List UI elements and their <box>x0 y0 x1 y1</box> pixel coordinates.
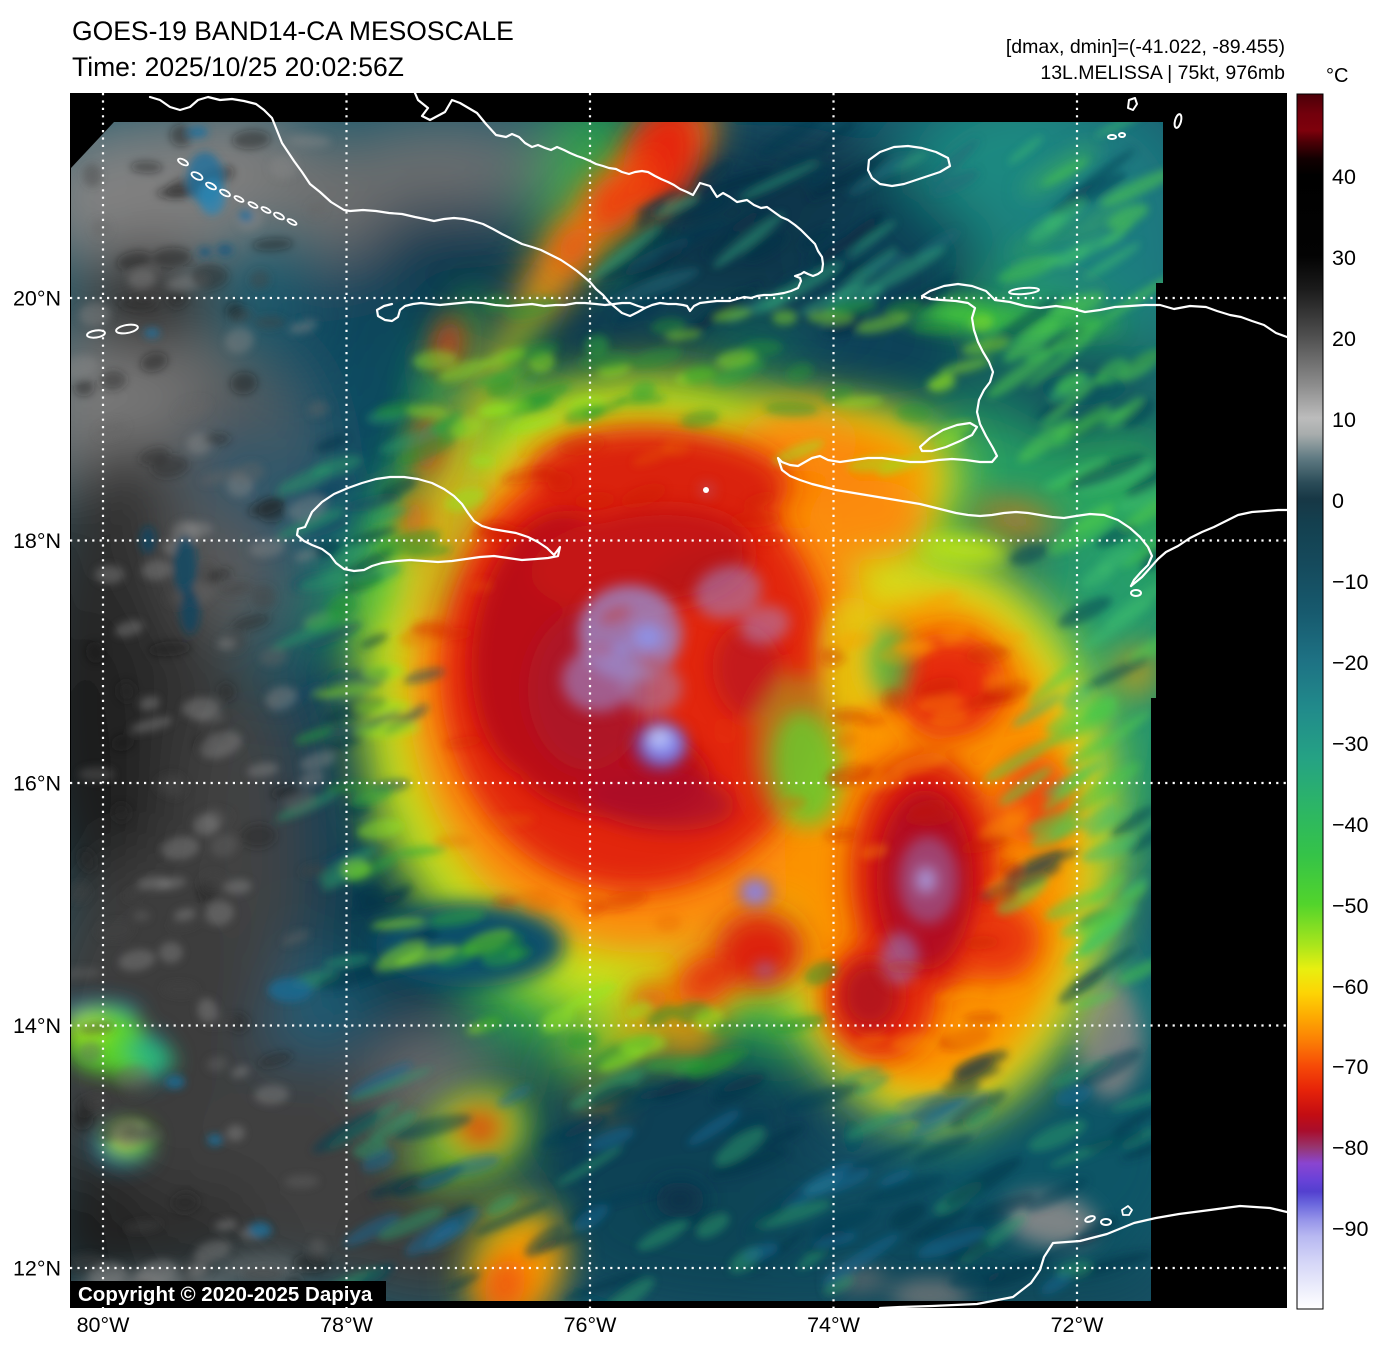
svg-text:13L.MELISSA | 75kt, 976mb: 13L.MELISSA | 75kt, 976mb <box>1040 62 1285 84</box>
svg-text:−40: −40 <box>1332 813 1369 837</box>
svg-text:−90: −90 <box>1332 1217 1369 1241</box>
svg-text:40: 40 <box>1332 165 1356 189</box>
svg-text:Copyright © 2020-2025 Dapiya: Copyright © 2020-2025 Dapiya <box>78 1283 373 1306</box>
svg-text:°C: °C <box>1326 65 1348 87</box>
svg-text:0: 0 <box>1332 489 1344 513</box>
svg-text:−50: −50 <box>1332 894 1369 918</box>
svg-text:GOES-19 BAND14-CA MESOSCALE: GOES-19 BAND14-CA MESOSCALE <box>72 16 514 46</box>
svg-text:10: 10 <box>1332 408 1356 432</box>
svg-text:20: 20 <box>1332 327 1356 351</box>
svg-text:80°W: 80°W <box>77 1313 131 1337</box>
svg-text:76°W: 76°W <box>564 1313 618 1337</box>
svg-text:−70: −70 <box>1332 1055 1369 1079</box>
svg-text:18°N: 18°N <box>13 529 61 553</box>
svg-text:14°N: 14°N <box>13 1014 61 1038</box>
svg-text:−30: −30 <box>1332 732 1369 756</box>
svg-text:12°N: 12°N <box>13 1257 61 1281</box>
svg-text:20°N: 20°N <box>13 287 61 311</box>
svg-text:−20: −20 <box>1332 651 1369 675</box>
svg-text:[dmax, dmin]=(-41.022, -89.455: [dmax, dmin]=(-41.022, -89.455) <box>1006 36 1285 58</box>
svg-text:74°W: 74°W <box>807 1313 861 1337</box>
svg-text:−80: −80 <box>1332 1136 1369 1160</box>
svg-text:78°W: 78°W <box>320 1313 374 1337</box>
svg-text:72°W: 72°W <box>1051 1313 1105 1337</box>
svg-text:Time: 2025/10/25 20:02:56Z: Time: 2025/10/25 20:02:56Z <box>72 52 404 82</box>
svg-text:30: 30 <box>1332 246 1356 270</box>
svg-text:−60: −60 <box>1332 975 1369 999</box>
svg-text:16°N: 16°N <box>13 772 61 796</box>
svg-text:−10: −10 <box>1332 570 1369 594</box>
